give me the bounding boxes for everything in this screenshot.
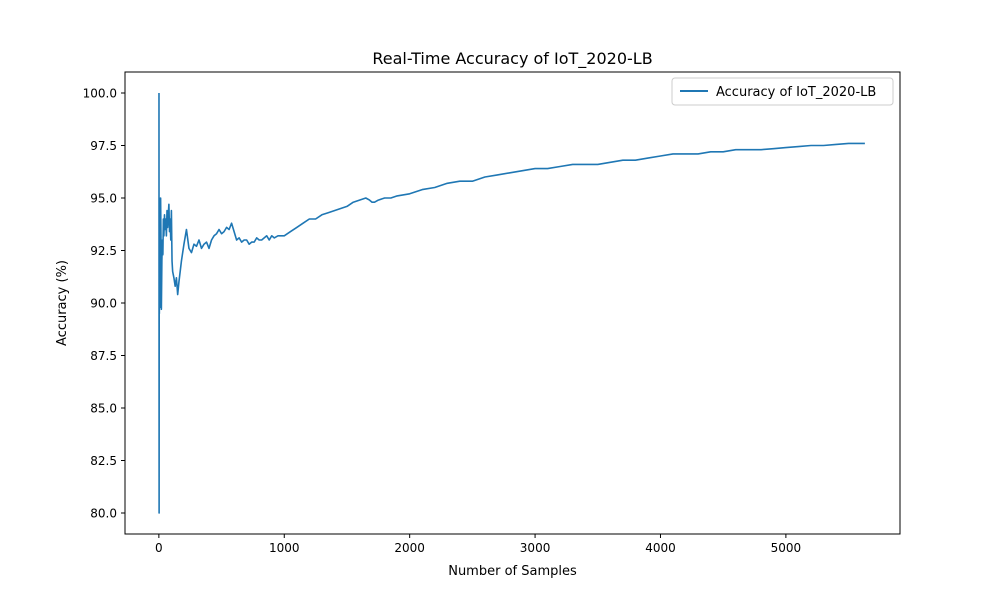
y-tick-label: 100.0 [83, 87, 117, 101]
x-tick-label: 2000 [394, 541, 425, 555]
y-axis-label: Accuracy (%) [55, 260, 70, 346]
y-tick-label: 82.5 [90, 454, 117, 468]
x-tick-label: 0 [155, 541, 163, 555]
y-tick-label: 92.5 [90, 244, 117, 258]
plot-area [158, 92, 865, 514]
x-tick-label: 1000 [269, 541, 300, 555]
y-tick-label: 87.5 [90, 349, 117, 363]
axes-frame [124, 71, 901, 535]
y-tick-label: 97.5 [90, 139, 117, 153]
x-axis-label: Number of Samples [448, 564, 577, 579]
y-tick-label: 80.0 [90, 507, 117, 521]
x-tick-label: 4000 [645, 541, 676, 555]
y-tick-label: 95.0 [90, 192, 117, 206]
legend: Accuracy of IoT_2020-LB [671, 77, 894, 106]
series-line [158, 92, 865, 514]
x-tick-label: 3000 [520, 541, 551, 555]
y-tick-label: 85.0 [90, 402, 117, 416]
y-tick-label: 90.0 [90, 297, 117, 311]
legend-label: Accuracy of IoT_2020-LB [716, 85, 876, 100]
chart-title: Real-Time Accuracy of IoT_2020-LB [372, 49, 652, 69]
x-tick-label: 5000 [771, 541, 802, 555]
legend-box [671, 77, 894, 106]
y-axis: 80.0 82.5 85.0 87.5 90.0 92.5 95.0 97.5 100.0 [83, 87, 125, 521]
x-axis: 0 1000 2000 3000 4000 5000 [155, 534, 801, 555]
